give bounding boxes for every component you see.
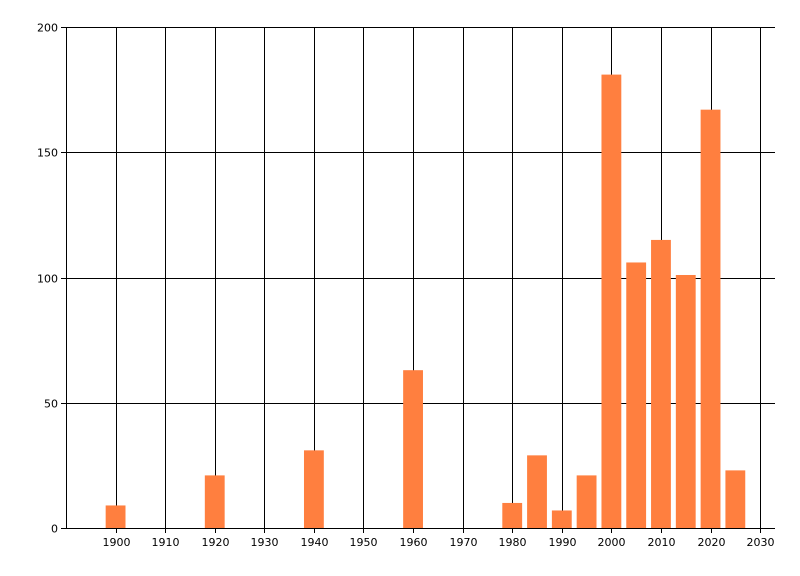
bar-2010	[651, 239, 671, 529]
bar-1940	[303, 450, 324, 528]
x-axis-tick-labels: 1900 1910 1920 1930 1940 1950 1960 1970 1980 1990…	[103, 536, 775, 549]
y-tick-label: 100	[37, 273, 58, 286]
x-tick-label: 2000	[598, 536, 626, 549]
bars	[105, 74, 746, 529]
y-tick-label: 200	[37, 22, 58, 35]
x-tick-label: 1910	[152, 536, 180, 549]
x-tick-label: 1950	[350, 536, 378, 549]
x-tick-label: 1930	[251, 536, 279, 549]
x-tick-label: 2030	[747, 536, 775, 549]
bar-1900	[105, 505, 126, 528]
bar-2025	[725, 470, 746, 528]
x-tick-label: 1900	[103, 536, 131, 549]
x-tick-label: 1940	[301, 536, 329, 549]
bar-1920	[204, 475, 225, 528]
x-tick-label: 1990	[549, 536, 577, 549]
y-tick-label: 50	[44, 398, 58, 411]
bar-1990	[551, 510, 572, 528]
bar-1980	[502, 502, 523, 528]
bar-1960	[403, 370, 423, 528]
y-axis-tick-labels: 0 50 100 150 200	[37, 22, 58, 536]
x-tick-label: 1920	[202, 536, 230, 549]
bar-2000	[601, 74, 622, 528]
bar-2015	[675, 274, 696, 528]
bar-1985	[527, 455, 547, 528]
x-tick-label: 1980	[499, 536, 527, 549]
x-tick-label: 2010	[648, 536, 676, 549]
x-tick-label: 2020	[698, 536, 726, 549]
bar-1995	[576, 475, 597, 528]
bar-2020	[700, 109, 721, 528]
y-tick-label: 0	[51, 523, 58, 536]
y-tick-label: 150	[37, 147, 58, 160]
bar-2005	[626, 262, 647, 528]
axes	[61, 27, 775, 533]
x-tick-label: 1970	[450, 536, 478, 549]
x-tick-label: 1960	[400, 536, 428, 549]
